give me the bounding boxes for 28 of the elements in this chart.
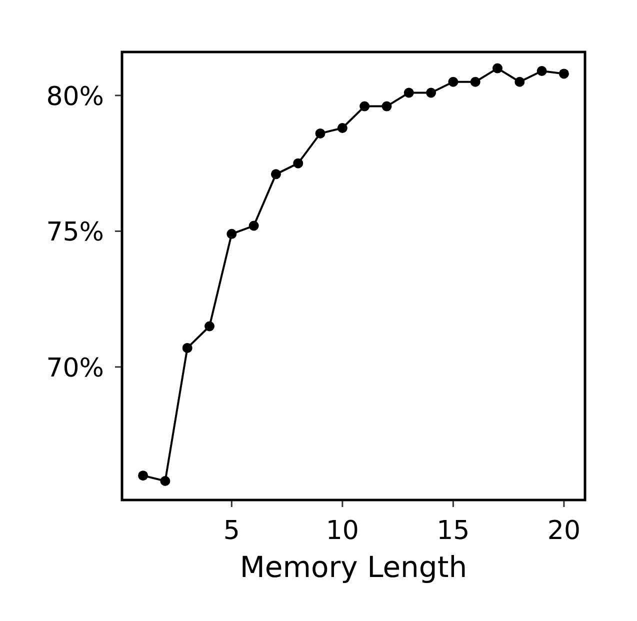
- point: [514, 76, 525, 87]
- x-tick-label: 5: [223, 516, 240, 546]
- y-tick-label: 80%: [46, 82, 104, 112]
- y-tick-label: 75%: [46, 218, 104, 248]
- point: [337, 123, 348, 134]
- x-tick-label: 15: [436, 516, 470, 546]
- point: [492, 63, 502, 74]
- point: [293, 158, 304, 168]
- point: [382, 101, 392, 112]
- point: [404, 88, 414, 98]
- point: [448, 76, 458, 87]
- point: [138, 470, 148, 481]
- y-tick-label: 70%: [46, 353, 104, 384]
- point: [204, 321, 215, 332]
- point: [536, 66, 547, 76]
- point: [270, 169, 281, 180]
- point: [426, 88, 436, 98]
- point: [226, 228, 237, 239]
- point: [360, 101, 370, 112]
- point: [558, 68, 569, 79]
- x-axis-title: Memory Length: [240, 550, 468, 584]
- point: [470, 76, 480, 87]
- point: [182, 342, 192, 353]
- point: [248, 220, 259, 231]
- point: [160, 476, 170, 486]
- x-tick-label: 20: [547, 516, 580, 546]
- x-tick-label: 10: [326, 516, 359, 546]
- point: [315, 128, 326, 138]
